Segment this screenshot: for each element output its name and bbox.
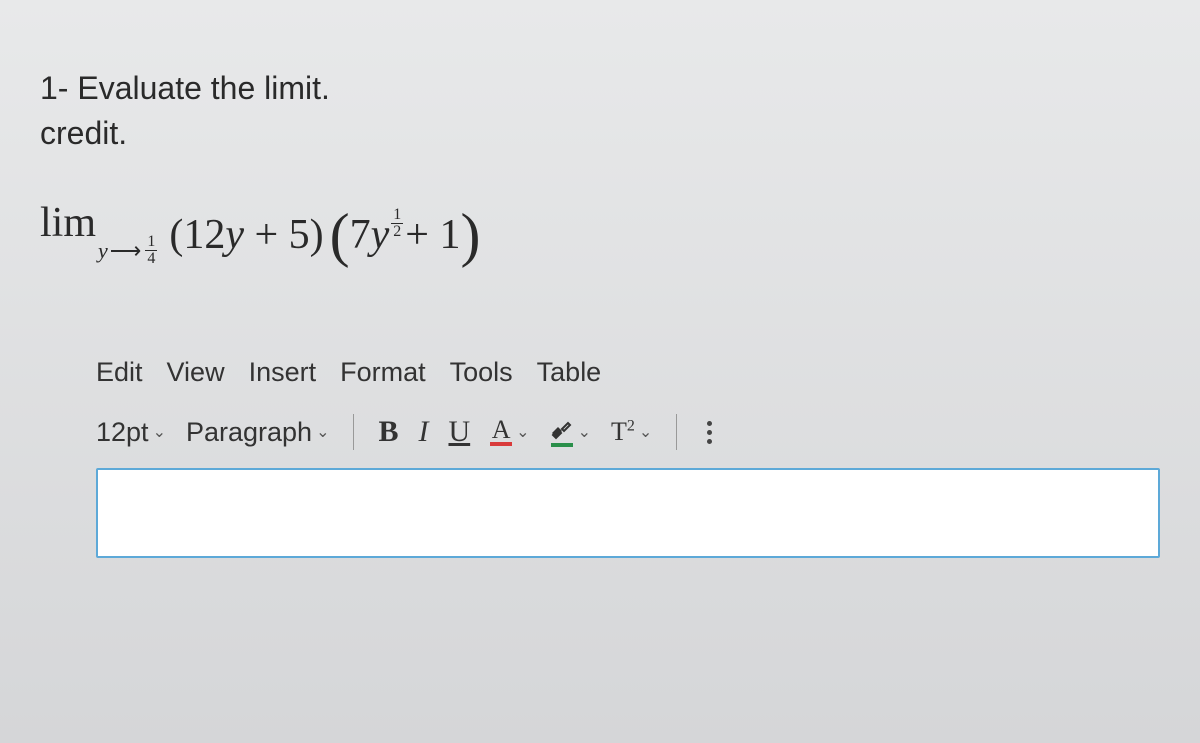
factor2-plus: + 1 — [405, 211, 460, 259]
menu-insert[interactable]: Insert — [249, 357, 317, 388]
highlighter-icon — [550, 417, 574, 441]
rich-text-editor: Edit View Insert Format Tools Table 12pt… — [96, 357, 1160, 558]
text-color-bar — [490, 442, 512, 446]
lim-approach: y ⟶ 1 4 — [98, 234, 159, 267]
chevron-down-icon: ⌄ — [516, 422, 529, 442]
paragraph-select[interactable]: Paragraph ⌄ — [186, 417, 330, 448]
factor2: 7y 1 2 — [350, 211, 406, 259]
highlight-button[interactable]: ⌄ — [550, 417, 591, 447]
menu-format[interactable]: Format — [340, 357, 426, 388]
factor1: (12y + 5) — [169, 211, 323, 259]
italic-button[interactable]: I — [418, 415, 428, 449]
menu-tools[interactable]: Tools — [450, 357, 513, 388]
menu-table[interactable]: Table — [537, 357, 602, 388]
chevron-down-icon: ⌄ — [639, 422, 652, 442]
menu-view[interactable]: View — [167, 357, 225, 388]
big-rparen: ) — [460, 211, 480, 259]
lim-text: lim — [40, 202, 96, 244]
superscript-button[interactable]: T2 ⌄ — [611, 417, 652, 447]
divider — [353, 414, 354, 450]
toolbar: 12pt ⌄ Paragraph ⌄ B I U A ⌄ — [96, 414, 1160, 450]
editor-textarea[interactable] — [96, 468, 1160, 558]
limit-expression: lim y ⟶ 1 4 (12y + 5) ( 7y 1 2 — [40, 202, 1160, 267]
highlight-color-bar — [551, 443, 573, 447]
big-lparen: ( — [330, 211, 350, 259]
more-button[interactable] — [707, 421, 712, 444]
bold-button[interactable]: B — [378, 415, 398, 449]
text-color-button[interactable]: A ⌄ — [490, 418, 529, 445]
divider — [676, 414, 677, 450]
menu-bar: Edit View Insert Format Tools Table — [96, 357, 1160, 388]
question-line-1: 1- Evaluate the limit. — [40, 70, 1160, 107]
question-line-2: credit. — [40, 115, 1160, 152]
font-size-select[interactable]: 12pt ⌄ — [96, 417, 166, 448]
chevron-down-icon: ⌄ — [316, 422, 329, 442]
underline-button[interactable]: U — [448, 415, 470, 449]
chevron-down-icon: ⌄ — [153, 422, 166, 442]
menu-edit[interactable]: Edit — [96, 357, 143, 388]
chevron-down-icon: ⌄ — [578, 422, 591, 442]
